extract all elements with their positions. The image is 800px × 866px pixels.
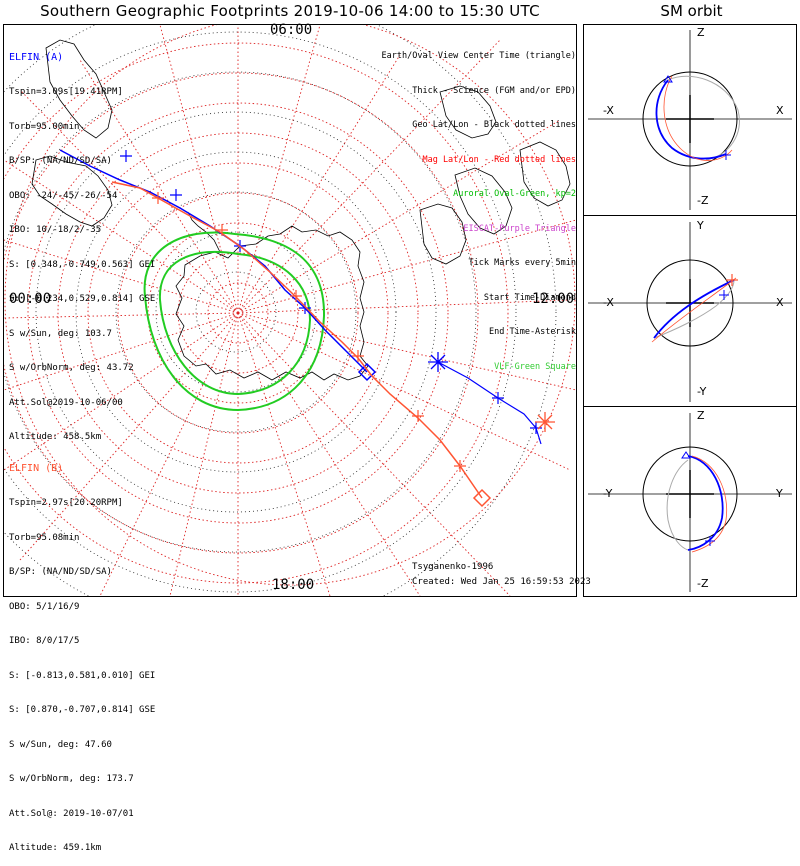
legend-item: Thick - Science (FGM and/or EPD) [412, 85, 576, 96]
elfin-b-line: OBO: 5/1/16/9 [9, 601, 80, 612]
sm3-axis-right: Y [776, 487, 783, 500]
sm-panel-xy [588, 222, 792, 402]
sm1-axis-left: -X [603, 104, 614, 117]
field-model-label: Tsyganenko-1996 [412, 562, 494, 572]
elfin-b-line: S w/OrbNorm, deg: 173.7 [9, 774, 134, 784]
legend-item: Earth/Oval View Center Time (triangle) [381, 51, 576, 61]
elfin-a-line: S w/OrbNorm, deg: 43.72 [9, 363, 134, 373]
legend-item: Mag Lat/Lon - Red dotted lines [422, 154, 576, 165]
elfin-b-line: IBO: 8/0/17/5 [9, 636, 80, 646]
sm1-axis-top: Z [697, 26, 705, 39]
elfin-b-line: S: [0.870,-0.707,0.814] GSE [9, 705, 156, 715]
mlt-label-right: 12:00 [532, 291, 575, 307]
elfin-b-footprint-track [111, 181, 555, 508]
legend-item: End Time-Asterisk [489, 327, 576, 337]
elfin-b-line: Att.Sol@: 2019-10-07/01 [9, 808, 134, 819]
elfin-b-line: S: [-0.813,0.581,0.010] GEI [9, 670, 156, 681]
mlt-label-left: 00:00 [9, 291, 52, 307]
created-timestamp: Created: Wed Jan 25 16:59:53 2023 [412, 577, 591, 587]
elfin-a-line: Altitude: 458.5km [9, 432, 102, 442]
elfin-a-line: Torb=95.00min [9, 121, 80, 132]
legend-item: EISCAT-Purple Triangle [463, 223, 576, 234]
sm3-axis-top: Z [697, 409, 705, 422]
legend-item: Start Time-Diamond [483, 292, 576, 303]
legend-item: Geo Lat/Lon - Black dotted lines [412, 120, 576, 130]
legend-item: Tick Marks every 5min [468, 258, 576, 268]
sm-panel-frame-3 [583, 406, 797, 597]
elfin-a-line: S: [-0.234,0.529,0.814] GSE [9, 294, 156, 304]
sm-panel-yz [588, 413, 792, 592]
elfin-a-line: OBO: -24/-45/-26/-54 [9, 190, 118, 201]
sm-orbit-title: SM orbit [660, 2, 723, 20]
sm3-axis-bottom: -Z [697, 577, 709, 590]
sm2-axis-right: X [776, 296, 784, 309]
elfin-b-line: Torb=95.08min [9, 532, 80, 543]
mlt-label-top: 06:00 [270, 22, 313, 38]
chart-title: Southern Geographic Footprints 2019-10-0… [40, 2, 540, 20]
map-frame [3, 24, 577, 597]
geo-lat-lon-grid [4, 25, 557, 596]
elfin-b-name: ELFIN (B) [9, 463, 64, 474]
elfin-a-line: IBO: 10/-18/2/-35 [9, 225, 102, 235]
elfin-a-line: S w/Sun, deg: 103.7 [9, 328, 112, 339]
auroral-oval [143, 231, 326, 412]
legend-item: Auroral Oval-Green, kp=2 [453, 189, 576, 199]
elfin-a-name: ELFIN (A) [9, 52, 64, 63]
elfin-a-line: Att.Sol@2019-10-06/00 [9, 397, 123, 408]
sm2-axis-top: Y [697, 219, 704, 232]
elfin-b-line: Tspin=2.97s[20.20RPM] [9, 498, 123, 508]
sm1-axis-bottom: -Z [697, 194, 709, 207]
plot-canvas [3, 24, 797, 597]
sm3-axis-left: -Y [603, 487, 613, 500]
sm1-axis-right: X [776, 104, 784, 117]
legend: Earth/Oval View Center Time (triangle) T… [382, 28, 576, 385]
sm2-axis-left: -X [603, 296, 614, 309]
sm2-axis-bottom: -Y [697, 385, 707, 398]
elfin-b-line: B/SP: (NA/ND/SD/SA) [9, 567, 112, 577]
sm-panel-xz [588, 30, 792, 210]
mag-lat-lon-grid [4, 25, 576, 596]
mlt-label-bottom: 18:00 [272, 577, 315, 593]
elfin-a-info: ELFIN (A) Tspin=3.09s[19.41RPM] Torb=95.… [9, 28, 155, 455]
elfin-b-info: ELFIN (B) Tspin=2.97s[20.20RPM] Torb=95.… [9, 439, 155, 866]
legend-item: VLF-Green Square [494, 361, 576, 372]
elfin-a-line: S: [0.348,-0.749,0.563] GEI [9, 259, 156, 270]
elfin-b-line: Altitude: 459.1km [9, 843, 102, 853]
elfin-a-line: Tspin=3.09s[19.41RPM] [9, 87, 123, 97]
coastline [31, 39, 571, 381]
elfin-a-line: B/SP: (NA/ND/SD/SA) [9, 156, 112, 166]
elfin-b-line: S w/Sun, deg: 47.60 [9, 739, 112, 750]
